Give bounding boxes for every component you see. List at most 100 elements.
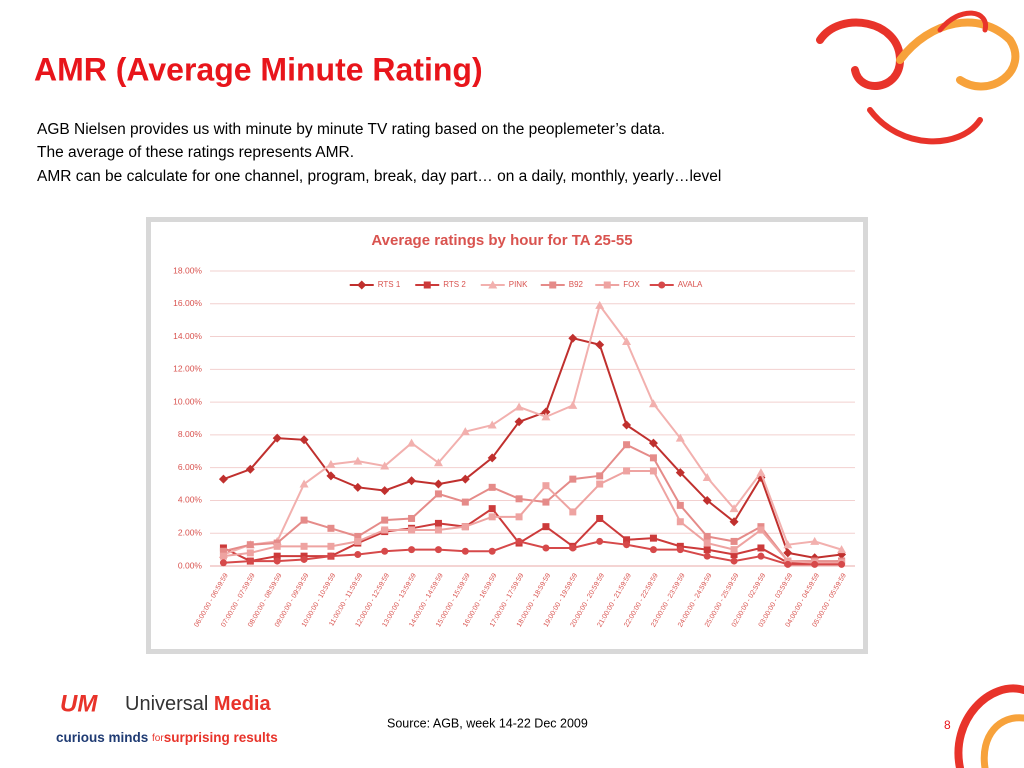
- data-point: [730, 551, 738, 559]
- data-point: [408, 546, 416, 554]
- y-tick-label: 8.00%: [178, 429, 203, 439]
- series-line: [223, 337, 842, 559]
- data-point: [246, 541, 254, 549]
- data-point: [702, 473, 712, 481]
- slide-title: AMR (Average Minute Rating): [34, 51, 483, 87]
- data-point: [757, 544, 765, 552]
- data-point: [300, 555, 308, 563]
- data-point: [327, 524, 335, 532]
- data-point: [729, 504, 739, 513]
- data-point: [461, 547, 469, 555]
- data-point: [408, 514, 416, 522]
- series-line: [223, 303, 842, 556]
- page-number: 8: [944, 718, 951, 732]
- data-point: [675, 468, 685, 478]
- legend-marker: [603, 281, 611, 289]
- data-point: [219, 559, 227, 567]
- data-point: [380, 461, 390, 470]
- data-point: [541, 412, 551, 421]
- logo-word: Universal Media: [125, 693, 271, 715]
- data-point: [730, 557, 738, 565]
- data-point: [327, 552, 335, 560]
- body-line: The average of these ratings represents …: [37, 144, 354, 161]
- data-point: [623, 467, 631, 475]
- data-point: [487, 453, 497, 463]
- data-point: [434, 526, 442, 534]
- data-point: [326, 471, 336, 481]
- data-point: [675, 433, 685, 442]
- data-point: [622, 420, 632, 430]
- data-point: [837, 545, 847, 554]
- data-point: [299, 479, 309, 488]
- legend-label: AVALA: [678, 280, 703, 289]
- data-point: [461, 498, 469, 506]
- data-point: [542, 482, 550, 490]
- data-point: [648, 438, 658, 448]
- data-point: [487, 420, 497, 429]
- legend-marker: [423, 281, 431, 289]
- data-point: [354, 533, 362, 540]
- data-point: [300, 542, 308, 550]
- y-tick-label: 6.00%: [178, 462, 203, 472]
- data-point: [433, 458, 443, 467]
- data-point: [649, 467, 657, 475]
- data-point: [381, 516, 389, 524]
- logo-mark: UM: [60, 690, 98, 717]
- data-point: [353, 456, 363, 465]
- data-point: [326, 459, 336, 468]
- legend-label: B92: [569, 280, 584, 289]
- data-point: [569, 508, 577, 516]
- data-point: [515, 513, 523, 521]
- data-point: [219, 547, 227, 555]
- data-point: [407, 438, 417, 447]
- data-point: [273, 552, 281, 560]
- tagline-part: curious minds: [56, 730, 148, 745]
- tagline: curious minds forsurprising results: [56, 730, 278, 745]
- legend-label: FOX: [623, 280, 640, 289]
- data-point: [838, 560, 846, 568]
- data-point: [515, 495, 523, 503]
- data-point: [381, 547, 389, 555]
- legend-marker: [549, 281, 557, 289]
- data-point: [783, 540, 793, 549]
- body-line: AMR can be calculate for one channel, pr…: [37, 168, 721, 185]
- data-point: [460, 474, 470, 484]
- data-point: [272, 433, 282, 443]
- data-point: [810, 536, 820, 545]
- data-point: [757, 526, 765, 534]
- data-point: [434, 519, 442, 527]
- data-point: [622, 336, 632, 345]
- data-point: [568, 333, 578, 343]
- data-point: [434, 546, 442, 554]
- data-point: [702, 495, 712, 505]
- data-point: [568, 400, 578, 409]
- data-point: [300, 516, 308, 524]
- chart-title: Average ratings by hour for TA 25-55: [371, 232, 632, 249]
- data-point: [623, 541, 631, 549]
- data-point: [729, 517, 739, 527]
- y-tick-label: 14.00%: [173, 331, 202, 341]
- data-point: [219, 552, 227, 560]
- legend-label: PINK: [509, 280, 528, 289]
- source: Source: AGB, week 14-22 Dec 2009: [387, 716, 588, 730]
- data-point: [488, 513, 496, 521]
- legend-label: RTS 2: [443, 280, 466, 289]
- data-point: [381, 526, 389, 534]
- data-point: [595, 300, 605, 309]
- data-point: [676, 546, 684, 554]
- logo-word2: Media: [214, 693, 272, 715]
- y-tick-label: 12.00%: [173, 364, 202, 374]
- data-point: [354, 537, 362, 545]
- data-point: [542, 523, 550, 531]
- data-point: [676, 518, 684, 526]
- data-point: [542, 544, 550, 552]
- data-point: [460, 427, 470, 436]
- data-point: [327, 542, 335, 550]
- data-point: [433, 479, 443, 489]
- data-point: [703, 533, 711, 540]
- data-point: [273, 557, 281, 565]
- data-point: [811, 560, 819, 568]
- data-point: [514, 402, 524, 411]
- data-point: [569, 475, 577, 483]
